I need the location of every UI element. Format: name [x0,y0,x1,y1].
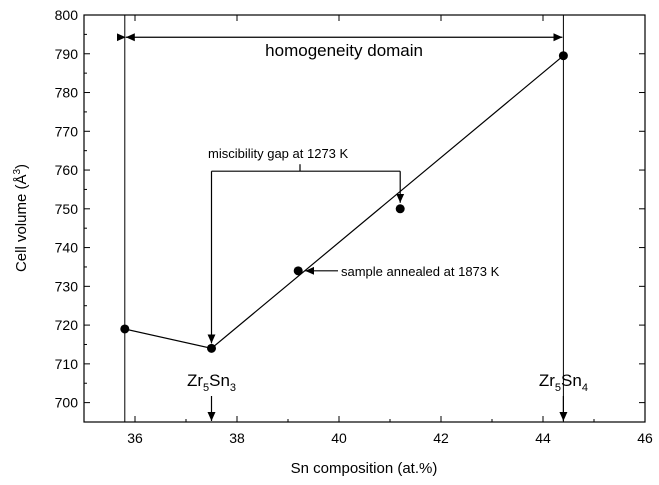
x-tick-label: 36 [127,430,143,446]
x-tick-label: 44 [535,430,551,446]
y-axis-title: Cell volume (Å3) [12,164,30,272]
data-point [558,51,568,61]
homogeneity-boundaries [124,15,564,422]
y-tick-label: 710 [55,356,79,372]
data-point [207,343,216,353]
x-tick-label: 42 [433,430,449,446]
annotations: homogeneity domain miscibility gap at 127… [116,33,588,421]
y-tick-label: 790 [55,46,79,62]
data-point [395,204,405,214]
homogeneity-label: homogeneity domain [265,41,423,60]
y-tick-label: 720 [55,317,79,333]
y-axis-title-sup: 3 [12,169,23,175]
y-axis-title-main: Cell volume (Å [13,175,30,273]
x-tick-label: 40 [331,430,347,446]
y-tick-label: 750 [55,201,79,217]
data-points [120,51,568,353]
x-tick-label: 46 [637,430,653,446]
y-tick-label: 730 [55,278,79,294]
y-tick-label: 800 [55,7,79,23]
y-axis: 700 710 720 730 740 750 760 770 780 790 800 [55,7,645,423]
y-tick-label: 770 [55,123,79,139]
data-point [120,324,130,334]
x-axis: 36 38 40 42 44 46 [83,15,653,446]
series-line [124,55,564,350]
plot-frame [83,14,646,423]
trend-line [124,55,564,350]
x-axis-title: Sn composition (at.%) [291,460,438,477]
data-point [293,266,303,276]
y-tick-label: 780 [55,85,79,101]
phase-zr5sn3-label: Zr5Sn3 [187,371,236,394]
y-axis-title-end: ) [13,164,30,169]
y-tick-label: 760 [55,162,79,178]
homogeneity-arrow-left [125,33,135,42]
phase-zr5sn4-label: Zr5Sn4 [539,371,588,394]
annealed-label: sample annealed at 1873 K [341,264,500,279]
y-tick-label: 740 [55,240,79,256]
x-tick-label: 38 [229,430,245,446]
miscibility-label: miscibility gap at 1273 K [208,146,349,161]
y-tick-label: 700 [55,395,79,411]
